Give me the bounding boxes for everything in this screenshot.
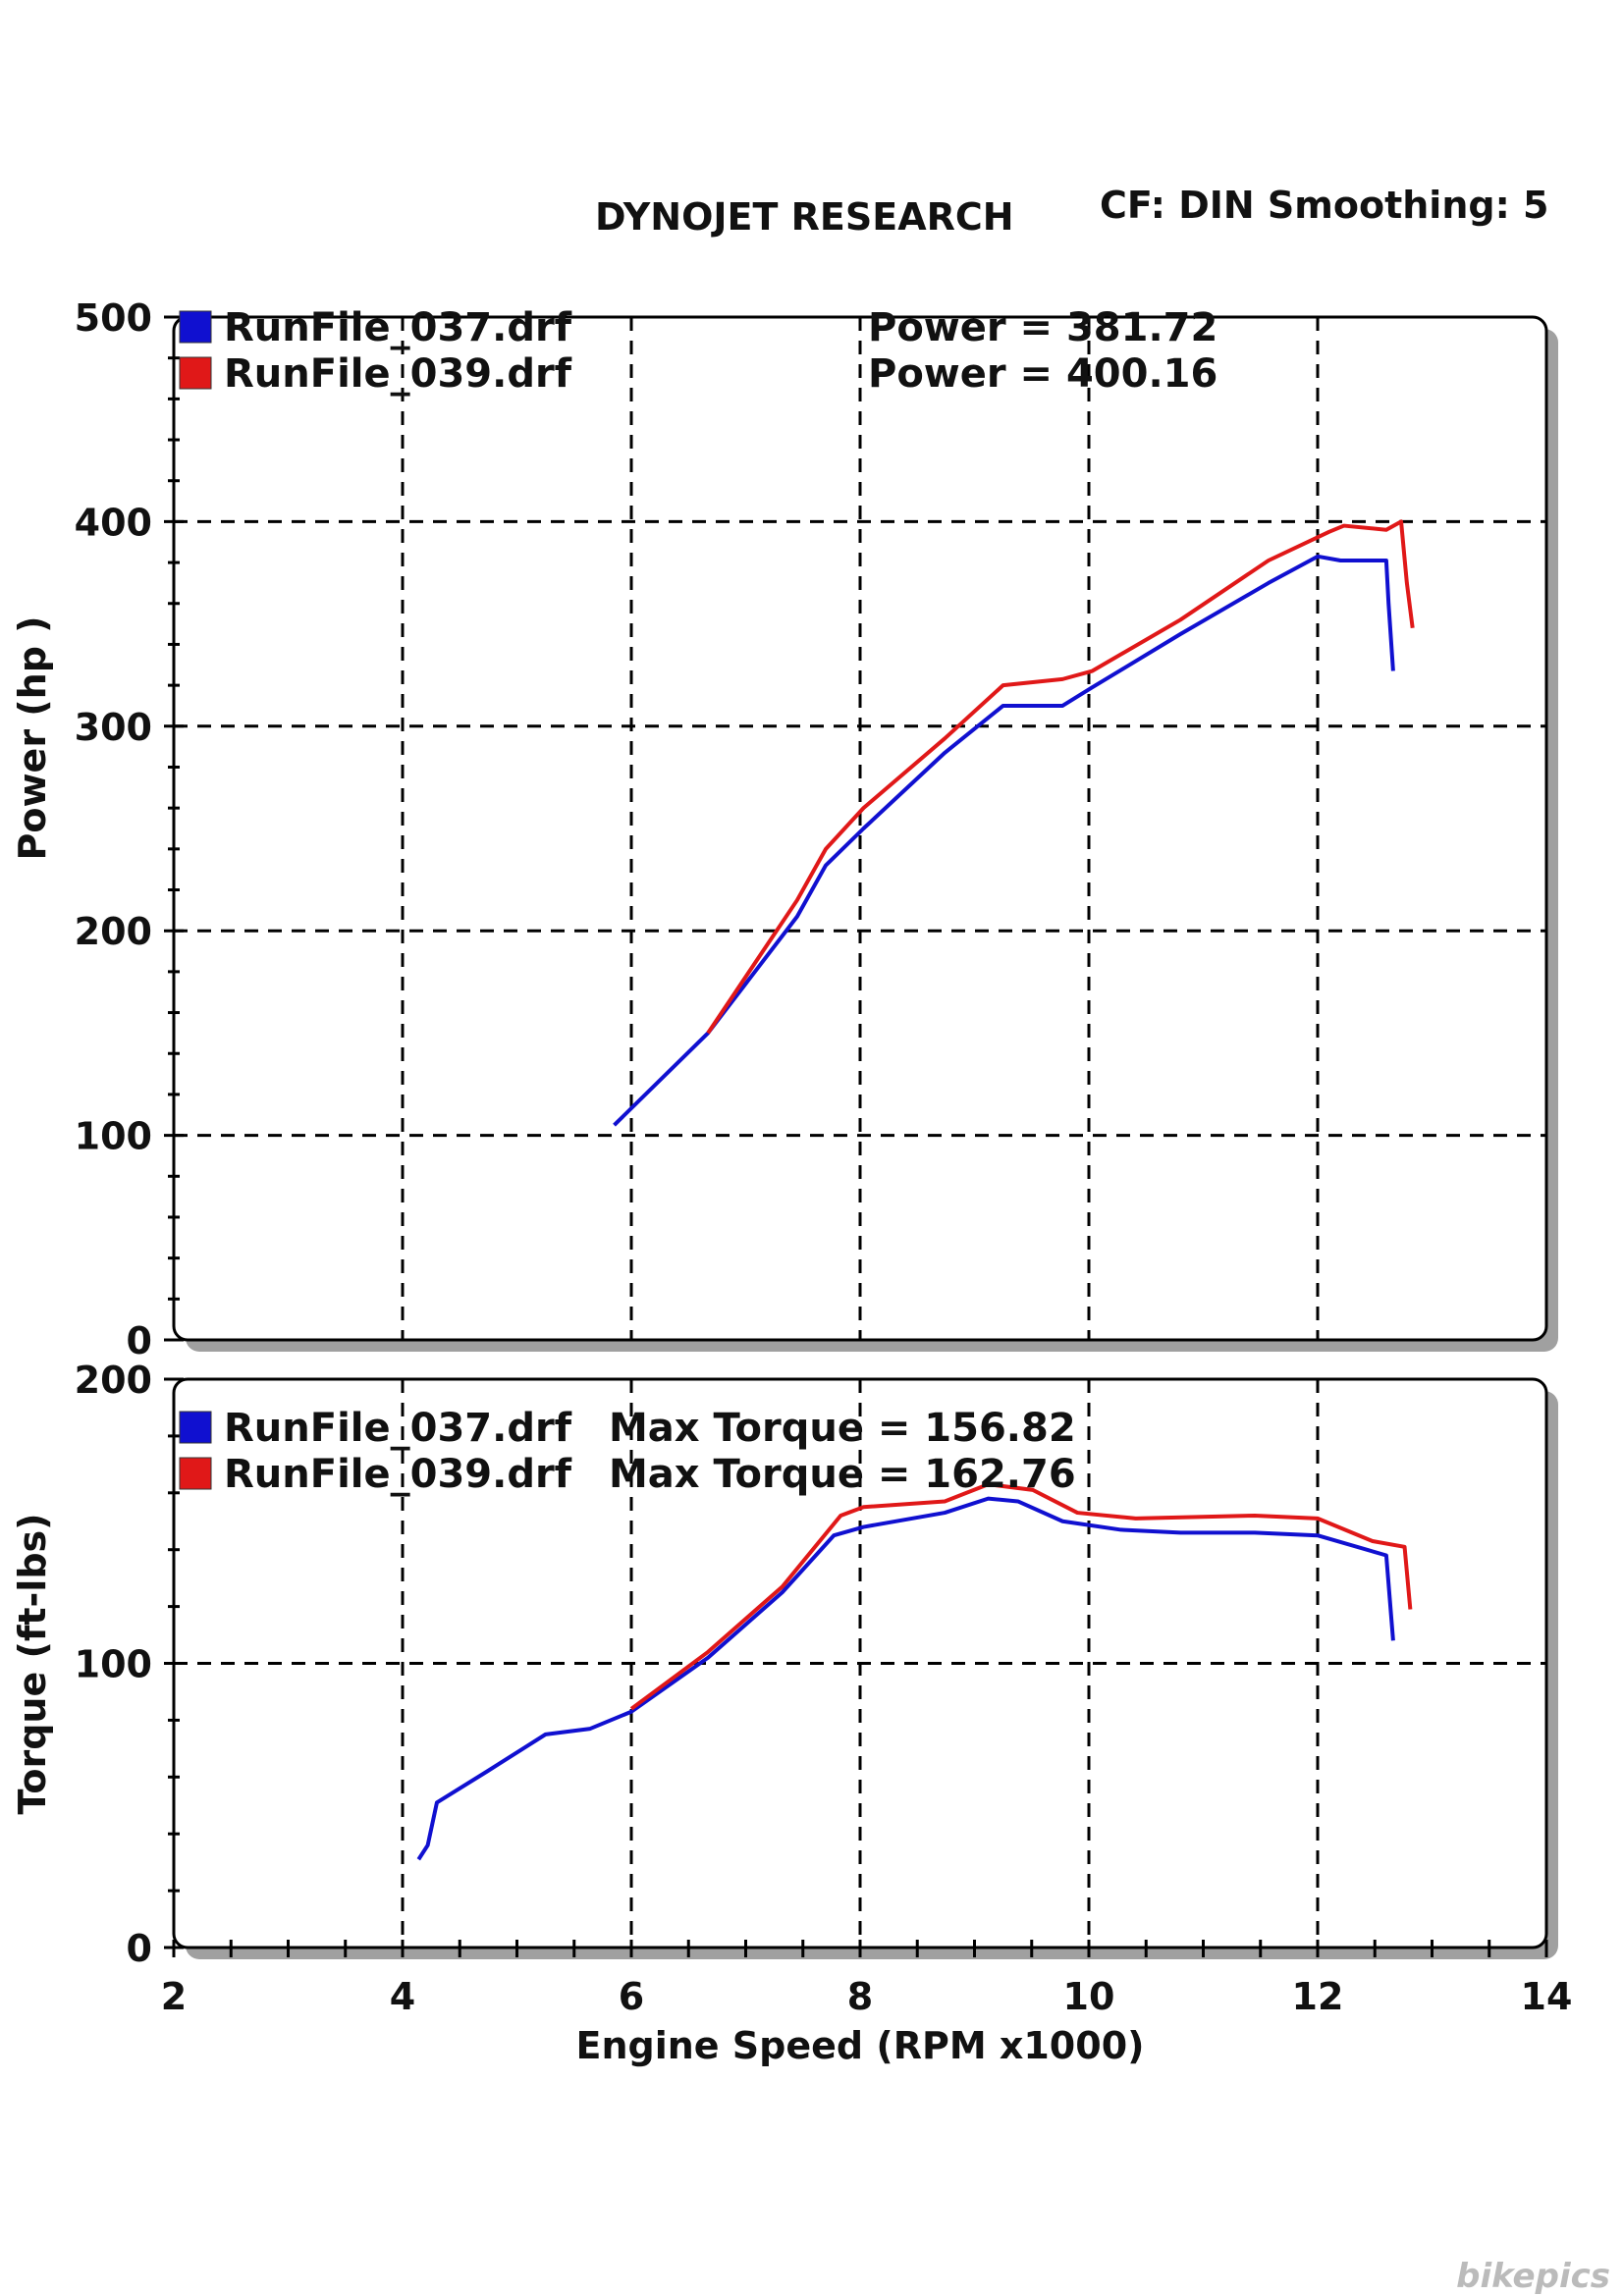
y-tick-label: 200: [75, 910, 152, 953]
y-tick-label: 0: [127, 1319, 152, 1362]
legend-stat: Power = 381.72: [868, 305, 1217, 350]
x-tick-label: 6: [619, 1975, 644, 2018]
x-axis-label: Engine Speed (RPM x1000): [576, 2024, 1145, 2067]
x-tick-label: 2: [161, 1975, 187, 2018]
watermark: bikepics: [1456, 2257, 1610, 2296]
legend-stat: Max Torque = 162.76: [609, 1452, 1076, 1497]
y-tick-label: 100: [75, 1643, 152, 1686]
y-tick-label: 500: [75, 296, 152, 340]
chart-title: DYNOJET RESEARCH: [595, 195, 1014, 239]
legend-swatch: [179, 1411, 212, 1444]
x-tick-label: 10: [1063, 1975, 1115, 2018]
legend-swatch: [179, 310, 212, 344]
series-line-runfile-037-drf: [613, 554, 1395, 1127]
legend-label: RunFile_039.drf: [224, 351, 572, 397]
legend-swatch: [179, 356, 212, 390]
legend-label: RunFile_039.drf: [224, 1452, 572, 1497]
y-tick-label: 100: [75, 1115, 152, 1158]
y-tick-label: 300: [75, 706, 152, 749]
y-axis-label: Torque (ft-lbs): [11, 1513, 54, 1814]
legend-swatch: [179, 1457, 212, 1490]
y-tick-label: 200: [75, 1359, 152, 1402]
legend-label: RunFile_037.drf: [224, 305, 572, 350]
y-axis-label: Power (hp ): [11, 615, 54, 860]
legend-stat: Max Torque = 156.82: [609, 1406, 1076, 1451]
x-tick-label: 12: [1292, 1975, 1344, 2018]
x-tick-label: 4: [390, 1975, 415, 2018]
series-line-runfile-039-drf: [706, 519, 1415, 1035]
legend-label: RunFile_037.drf: [224, 1406, 572, 1451]
y-tick-label: 400: [75, 501, 152, 544]
y-tick-label: 0: [127, 1927, 152, 1970]
x-tick-label: 8: [847, 1975, 873, 2018]
chart-settings: CF: DIN Smoothing: 5: [1100, 184, 1548, 227]
legend-stat: Power = 400.16: [868, 351, 1217, 397]
x-tick-label: 14: [1521, 1975, 1573, 2018]
